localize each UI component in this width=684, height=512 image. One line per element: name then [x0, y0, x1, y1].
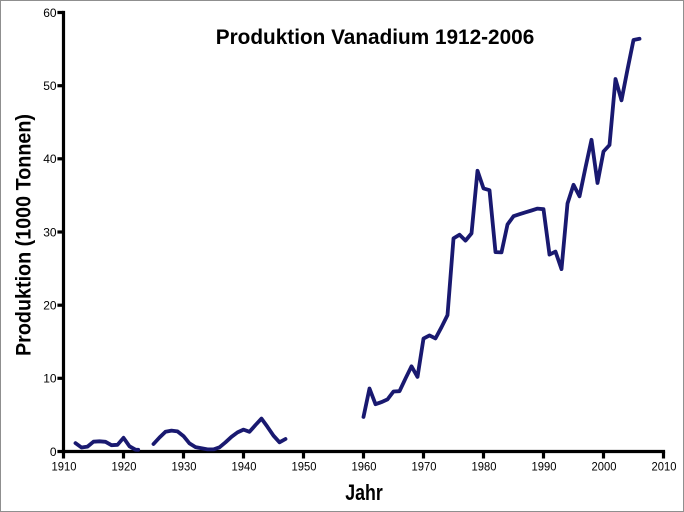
svg-text:1960: 1960	[352, 460, 377, 474]
svg-text:40: 40	[43, 152, 57, 166]
svg-text:2010: 2010	[652, 460, 677, 474]
svg-text:30: 30	[43, 225, 57, 239]
svg-text:60: 60	[43, 6, 57, 20]
svg-text:1980: 1980	[472, 460, 497, 474]
svg-text:1940: 1940	[232, 460, 257, 474]
svg-text:10: 10	[43, 372, 57, 386]
svg-text:20: 20	[43, 299, 57, 313]
svg-text:Jahr: Jahr	[345, 480, 383, 505]
svg-text:1910: 1910	[52, 460, 77, 474]
svg-text:1920: 1920	[112, 460, 137, 474]
svg-text:1930: 1930	[172, 460, 197, 474]
svg-text:50: 50	[43, 79, 57, 93]
svg-text:2000: 2000	[592, 460, 617, 474]
svg-text:1970: 1970	[412, 460, 437, 474]
svg-text:Produktion Vanadium 1912-2006: Produktion Vanadium 1912-2006	[216, 26, 535, 49]
svg-text:0: 0	[50, 445, 57, 459]
svg-text:Produktion (1000 Tonnen): Produktion (1000 Tonnen)	[13, 114, 36, 356]
svg-text:1950: 1950	[292, 460, 317, 474]
svg-text:1990: 1990	[532, 460, 557, 474]
